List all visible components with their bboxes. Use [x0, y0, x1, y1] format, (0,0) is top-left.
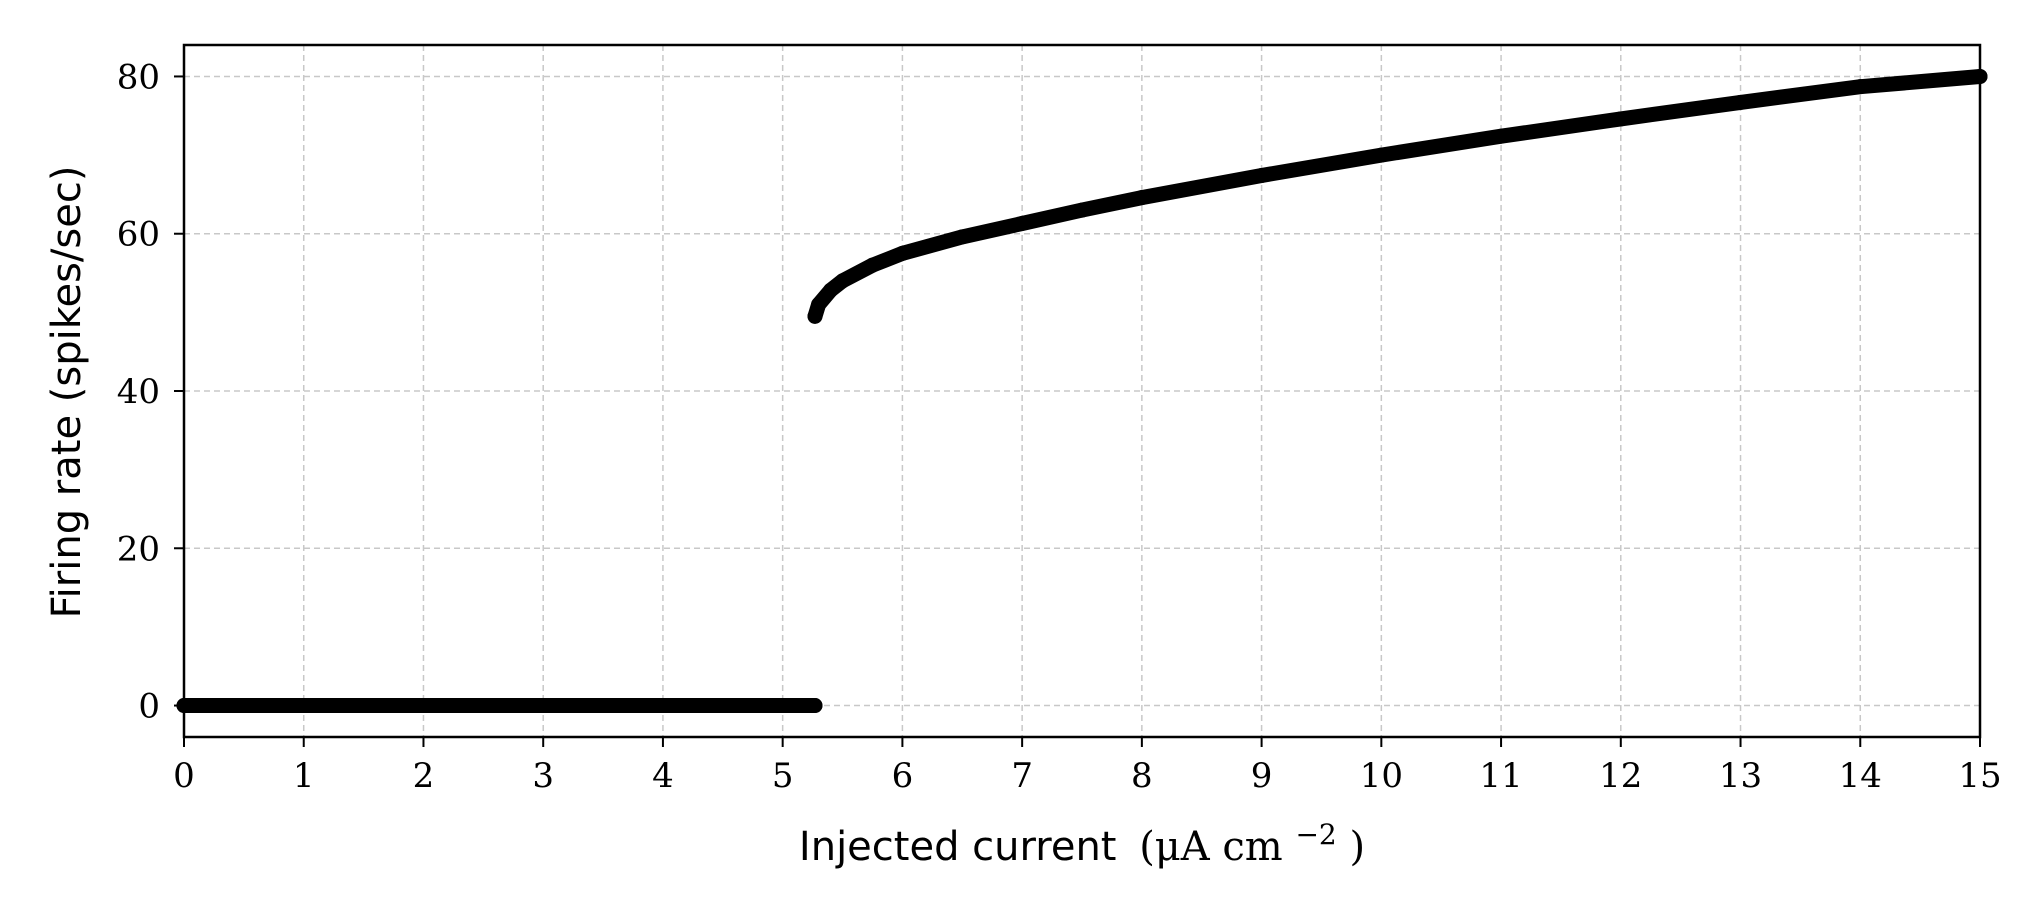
x-tick-label: 7 [1011, 756, 1033, 796]
data-point [954, 229, 970, 245]
y-tick-label: 40 [117, 372, 160, 412]
data-point [356, 698, 372, 714]
data-point [415, 698, 431, 714]
plot-frame [182, 43, 1982, 739]
x-axis-units-close: ) [1349, 824, 1365, 870]
x-tick-label: 1 [293, 756, 315, 796]
data-point [1254, 168, 1270, 184]
data-point [1733, 94, 1749, 110]
y-tick-label: 80 [117, 57, 160, 97]
data-point [655, 698, 671, 714]
y-axis-title: Firing rate (spikes/sec) [44, 166, 90, 619]
data-point [1852, 79, 1868, 95]
x-tick-label: 8 [1131, 756, 1153, 796]
x-tick-label: 10 [1360, 756, 1403, 796]
data-point [595, 698, 611, 714]
data-point [236, 698, 252, 714]
data-point [1493, 128, 1509, 144]
x-tick-label: 4 [652, 756, 674, 796]
data-point [1014, 216, 1030, 232]
data-point [807, 698, 823, 714]
x-axis-units-exponent: −2 [1295, 818, 1336, 851]
data-point [1613, 111, 1629, 127]
data-point [535, 698, 551, 714]
x-tick-label: 0 [173, 756, 195, 796]
x-axis-units: (μA cm [1139, 824, 1283, 870]
data-point [835, 273, 851, 289]
data-point [775, 698, 791, 714]
data-point [1134, 190, 1150, 206]
x-axis-title: Injected current (μA cm −2 ) [799, 808, 1365, 870]
data-point [807, 308, 823, 324]
x-tick-label: 15 [1958, 756, 2001, 796]
x-tick-label: 3 [532, 756, 554, 796]
x-tick-label: 5 [772, 756, 794, 796]
grid [183, 45, 1981, 737]
data-points [176, 68, 1988, 714]
data-point [715, 698, 731, 714]
data-point [864, 257, 880, 273]
x-tick-label: 14 [1839, 756, 1882, 796]
x-tick-label: 9 [1251, 756, 1273, 796]
x-tick-label: 13 [1719, 756, 1762, 796]
data-point [475, 698, 491, 714]
x-tick-label: 11 [1479, 756, 1522, 796]
x-tick-label: 6 [892, 756, 914, 796]
y-tick-label: 0 [138, 687, 160, 727]
data-point [1373, 147, 1389, 163]
data-point [823, 282, 839, 298]
y-tick-label: 60 [117, 215, 160, 255]
data-point [296, 698, 312, 714]
data-point [1074, 202, 1090, 218]
x-axis-title-text: Injected current [799, 824, 1117, 870]
y-tick-label: 20 [117, 529, 160, 569]
data-point [811, 297, 827, 312]
x-tick-label: 2 [413, 756, 435, 796]
x-tick-label: 12 [1599, 756, 1642, 796]
series-2-points [807, 69, 1988, 324]
data-point [894, 245, 910, 261]
